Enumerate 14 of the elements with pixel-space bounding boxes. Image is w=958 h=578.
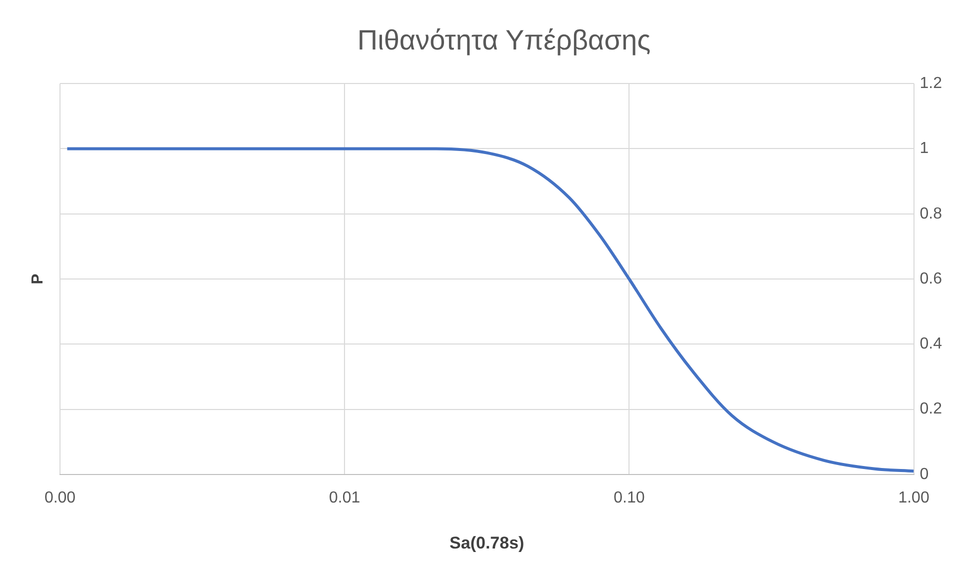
y-tick-label: 0.2 <box>920 400 942 418</box>
chart-title: Πιθανότητα Υπέρβασης <box>357 24 651 56</box>
y-tick-label: 0.8 <box>920 205 942 222</box>
y-tick-label: 1 <box>920 140 929 158</box>
x-tick-label: 1.00 <box>898 489 930 506</box>
x-tick-label: 0.00 <box>44 489 76 506</box>
x-tick-label: 0.10 <box>614 489 645 506</box>
x-tick-label: 0.01 <box>329 489 360 506</box>
y-tick-label: 0.6 <box>920 270 942 288</box>
y-tick-label: 0.4 <box>920 336 942 353</box>
y-tick-label: 0 <box>920 466 929 483</box>
y-axis-title: P <box>29 273 46 284</box>
y-tick-label: 1.2 <box>920 75 942 92</box>
x-axis-title: Sa(0.78s) <box>450 533 524 552</box>
